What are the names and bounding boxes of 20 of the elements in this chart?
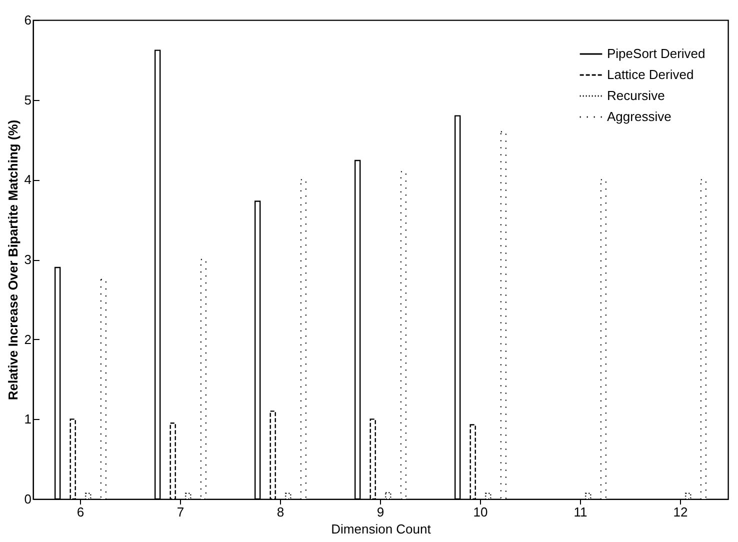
y-tick-label: 0 xyxy=(24,492,32,506)
y-tick-label: 5 xyxy=(24,92,32,108)
y-tick-label: 4 xyxy=(24,172,32,188)
legend-label: Aggressive xyxy=(607,109,672,124)
x-tick-label: 8 xyxy=(276,504,284,520)
legend-label: PipeSort Derived xyxy=(607,46,706,61)
y-tick-label: 6 xyxy=(24,12,32,28)
y-tick-label: 1 xyxy=(24,412,32,427)
legend-label: Lattice Derived xyxy=(607,67,694,82)
x-tick-label: 12 xyxy=(673,504,688,520)
legend-label: Recursive xyxy=(607,88,665,103)
x-tick-label: 7 xyxy=(176,504,184,520)
x-tick-label: 9 xyxy=(376,504,384,520)
y-axis-title: Relative Increase Over Bipartite Matching (%) xyxy=(5,120,20,400)
x-tick-label: 11 xyxy=(574,504,588,520)
y-tick-label: 3 xyxy=(24,252,32,267)
y-tick-label: 2 xyxy=(24,332,32,347)
x-axis-title: Dimension Count xyxy=(331,522,432,536)
x-tick-label: 6 xyxy=(76,504,84,520)
x-tick-label: 10 xyxy=(473,504,488,520)
